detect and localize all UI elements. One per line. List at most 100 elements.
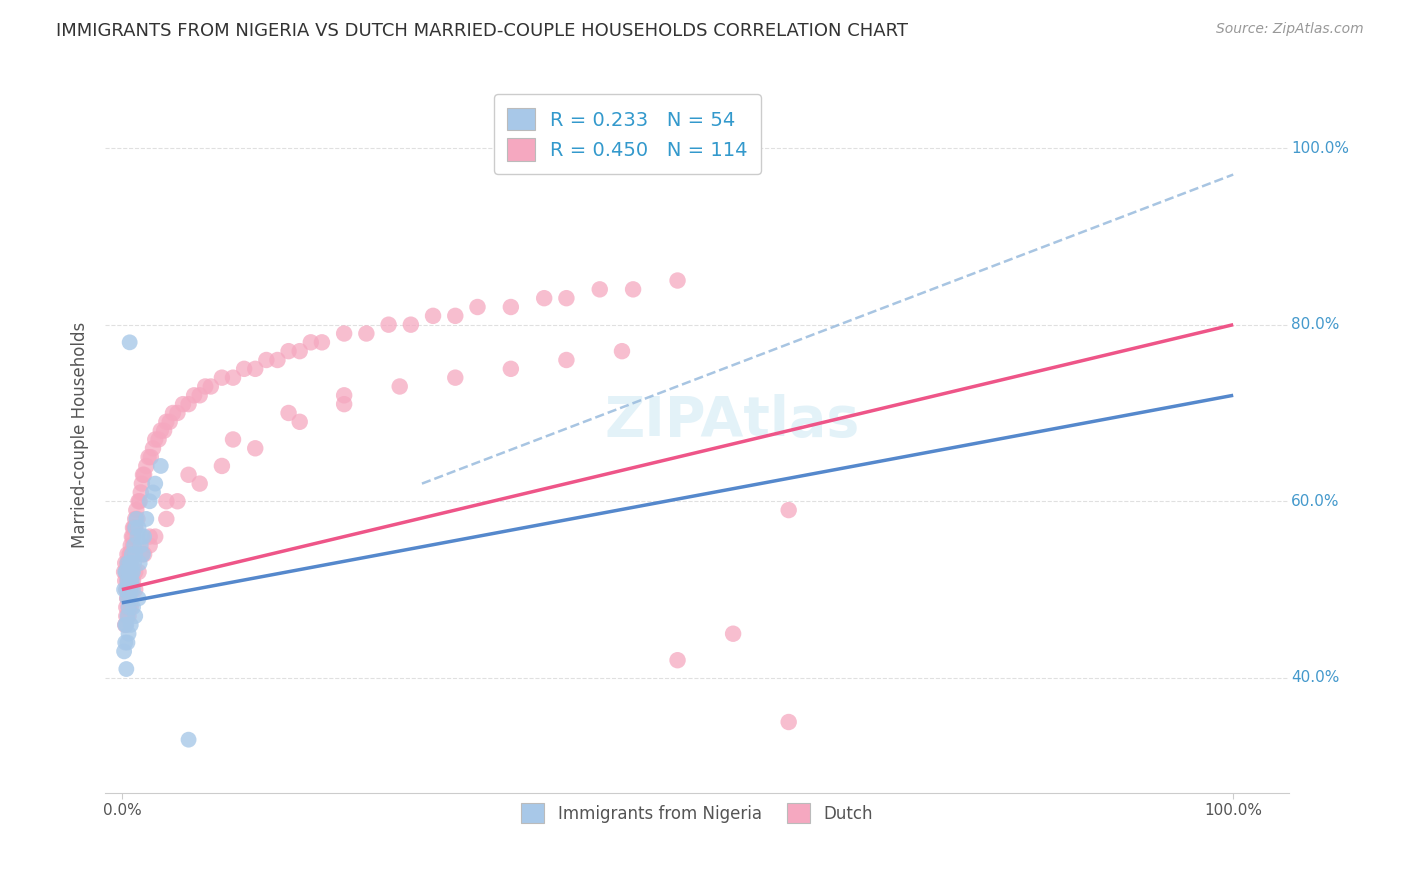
- Text: ZIPAtlas: ZIPAtlas: [605, 393, 860, 448]
- Point: [120, 600, 142, 615]
- Point: [117, 565, 139, 579]
- Text: 80.0%: 80.0%: [1291, 318, 1340, 332]
- Point: [555, 291, 578, 305]
- Point: [122, 538, 145, 552]
- Point: [120, 582, 142, 597]
- Point: [155, 512, 177, 526]
- Point: [115, 600, 138, 615]
- Point: [112, 644, 135, 658]
- Point: [467, 300, 489, 314]
- Point: [118, 556, 141, 570]
- Point: [115, 662, 138, 676]
- Point: [117, 565, 139, 579]
- Point: [143, 530, 166, 544]
- Point: [114, 618, 136, 632]
- Point: [399, 318, 422, 332]
- Point: [138, 450, 160, 464]
- Point: [117, 635, 139, 649]
- Point: [115, 609, 138, 624]
- Point: [128, 494, 150, 508]
- Point: [356, 326, 378, 341]
- Point: [129, 538, 152, 552]
- Point: [117, 609, 139, 624]
- Point: [666, 273, 689, 287]
- Point: [444, 370, 467, 384]
- Point: [138, 538, 160, 552]
- Point: [499, 361, 522, 376]
- Point: [155, 415, 177, 429]
- Point: [124, 582, 146, 597]
- Point: [120, 556, 142, 570]
- Point: [117, 574, 139, 588]
- Point: [112, 582, 135, 597]
- Point: [211, 370, 233, 384]
- Point: [778, 503, 800, 517]
- Point: [277, 406, 299, 420]
- Point: [245, 361, 267, 376]
- Point: [177, 732, 200, 747]
- Text: 100.0%: 100.0%: [1291, 141, 1348, 155]
- Point: [778, 714, 800, 729]
- Point: [122, 565, 145, 579]
- Point: [121, 547, 143, 561]
- Point: [131, 476, 153, 491]
- Point: [132, 547, 155, 561]
- Point: [112, 565, 135, 579]
- Point: [162, 406, 184, 420]
- Point: [122, 538, 145, 552]
- Point: [143, 476, 166, 491]
- Point: [117, 556, 139, 570]
- Point: [115, 565, 138, 579]
- Point: [388, 379, 411, 393]
- Point: [117, 574, 139, 588]
- Point: [122, 521, 145, 535]
- Point: [589, 282, 612, 296]
- Point: [115, 618, 138, 632]
- Point: [122, 530, 145, 544]
- Point: [333, 326, 356, 341]
- Point: [128, 521, 150, 535]
- Point: [148, 433, 170, 447]
- Point: [211, 458, 233, 473]
- Point: [117, 556, 139, 570]
- Point: [114, 618, 136, 632]
- Point: [117, 574, 139, 588]
- Point: [177, 397, 200, 411]
- Point: [143, 433, 166, 447]
- Point: [124, 521, 146, 535]
- Point: [125, 512, 148, 526]
- Point: [124, 521, 146, 535]
- Point: [135, 458, 157, 473]
- Point: [166, 494, 188, 508]
- Point: [118, 582, 141, 597]
- Point: [117, 547, 139, 561]
- Text: Source: ZipAtlas.com: Source: ZipAtlas.com: [1216, 22, 1364, 37]
- Point: [124, 512, 146, 526]
- Point: [128, 556, 150, 570]
- Point: [155, 494, 177, 508]
- Point: [533, 291, 555, 305]
- Point: [266, 353, 288, 368]
- Point: [128, 494, 150, 508]
- Point: [125, 503, 148, 517]
- Point: [121, 530, 143, 544]
- Point: [277, 344, 299, 359]
- Point: [122, 600, 145, 615]
- Text: 40.0%: 40.0%: [1291, 671, 1340, 685]
- Point: [121, 565, 143, 579]
- Point: [128, 591, 150, 606]
- Point: [114, 574, 136, 588]
- Point: [621, 282, 644, 296]
- Point: [120, 574, 142, 588]
- Point: [288, 344, 311, 359]
- Point: [142, 442, 165, 456]
- Point: [159, 415, 181, 429]
- Point: [124, 565, 146, 579]
- Point: [117, 582, 139, 597]
- Point: [117, 582, 139, 597]
- Point: [183, 388, 205, 402]
- Point: [117, 600, 139, 615]
- Legend: Immigrants from Nigeria, Dutch: Immigrants from Nigeria, Dutch: [509, 792, 884, 834]
- Point: [222, 433, 245, 447]
- Point: [118, 547, 141, 561]
